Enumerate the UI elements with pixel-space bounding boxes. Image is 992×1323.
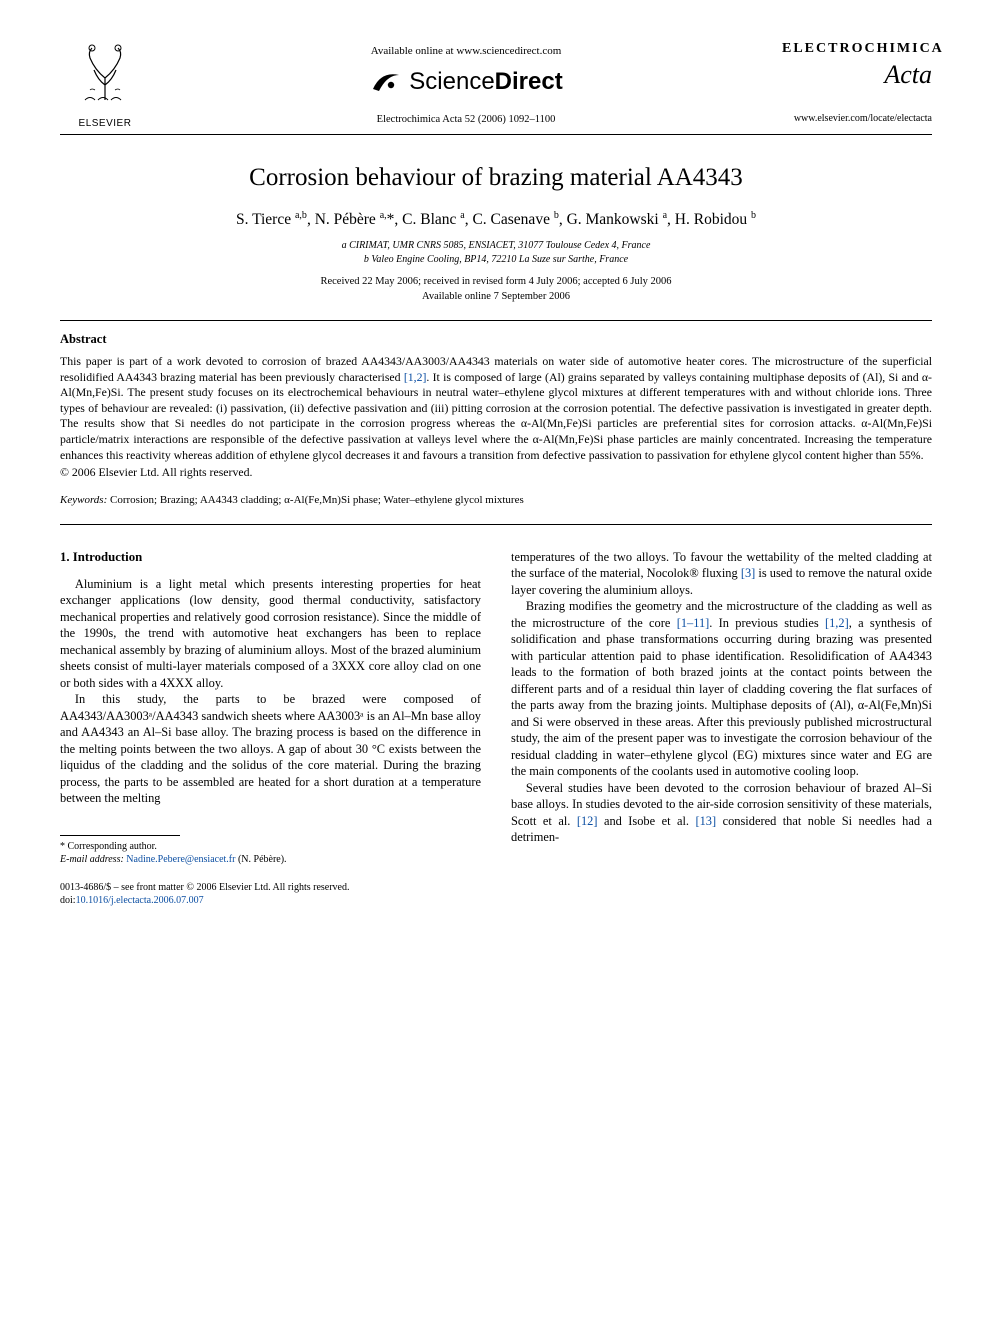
abstract-bottom-rule <box>60 524 932 525</box>
affiliation-a: a CIRIMAT, UMR CNRS 5085, ENSIACET, 3107… <box>60 239 932 253</box>
abstract-top-rule <box>60 320 932 321</box>
body-columns: 1. Introduction Aluminium is a light met… <box>60 549 932 908</box>
right-para-3: Several studies have been devoted to the… <box>511 780 932 846</box>
intro-para-2: In this study, the parts to be brazed we… <box>60 691 481 807</box>
received-line: Received 22 May 2006; received in revise… <box>60 275 932 290</box>
ref-link-12[interactable]: [12] <box>577 814 598 828</box>
keywords-line: Keywords: Corrosion; Brazing; AA4343 cla… <box>60 493 932 508</box>
keywords-text: Corrosion; Brazing; AA4343 cladding; α-A… <box>107 494 524 506</box>
publisher-header: ELSEVIER Available online at www.science… <box>60 40 932 130</box>
corresponding-author-footnote: * Corresponding author. E-mail address: … <box>60 840 481 867</box>
section-heading-introduction: 1. Introduction <box>60 549 481 566</box>
copyright-line: © 2006 Elsevier Ltd. All rights reserved… <box>60 465 932 481</box>
email-tail: (N. Pébère). <box>235 854 286 865</box>
left-column: 1. Introduction Aluminium is a light met… <box>60 549 481 908</box>
front-matter-line: 0013-4686/$ – see front matter © 2006 El… <box>60 881 481 895</box>
elsevier-logo-block: ELSEVIER <box>60 40 150 130</box>
available-online-date: Available online 7 September 2006 <box>60 290 932 305</box>
intro-para-1: Aluminium is a light metal which present… <box>60 576 481 692</box>
author-list: S. Tierce a,b, N. Pébère a,*, C. Blanc a… <box>60 209 932 231</box>
doi-line: doi:10.1016/j.electacta.2006.07.007 <box>60 894 481 908</box>
keywords-label: Keywords: <box>60 494 107 506</box>
header-right: ELECTROCHIMICA Acta www.elsevier.com/loc… <box>782 40 932 125</box>
journal-locate-url: www.elsevier.com/locate/electacta <box>782 112 932 126</box>
author-email-link[interactable]: Nadine.Pebere@ensiacet.fr <box>126 854 235 865</box>
email-line: E-mail address: Nadine.Pebere@ensiacet.f… <box>60 853 481 867</box>
elsevier-tree-icon <box>70 40 140 110</box>
sciencedirect-wordmark: ScienceDirect <box>409 66 562 98</box>
right-column: temperatures of the two alloys. To favou… <box>511 549 932 908</box>
doi-link[interactable]: 10.1016/j.electacta.2006.07.007 <box>76 895 204 906</box>
ref-link-13[interactable]: [13] <box>695 814 716 828</box>
article-title: Corrosion behaviour of brazing material … <box>60 161 932 195</box>
right-para-2: Brazing modifies the geometry and the mi… <box>511 598 932 780</box>
elsevier-label: ELSEVIER <box>60 117 150 131</box>
affiliation-b: b Valeo Engine Cooling, BP14, 72210 La S… <box>60 253 932 267</box>
ref-link-3[interactable]: [3] <box>741 566 755 580</box>
article-dates: Received 22 May 2006; received in revise… <box>60 275 932 304</box>
available-online-line: Available online at www.sciencedirect.co… <box>150 44 782 59</box>
ref-link-1-2[interactable]: [1,2] <box>825 616 849 630</box>
email-label: E-mail address: <box>60 854 126 865</box>
corresponding-author-line: * Corresponding author. <box>60 840 481 854</box>
footer-block: 0013-4686/$ – see front matter © 2006 El… <box>60 881 481 908</box>
ref-link-1-11[interactable]: [1–11] <box>677 616 710 630</box>
header-center: Available online at www.sciencedirect.co… <box>150 40 782 127</box>
ref-link-1-2-abs[interactable]: [1,2] <box>404 370 427 384</box>
header-rule <box>60 134 932 135</box>
journal-logo-line2: Acta <box>782 57 932 92</box>
right-para-1: temperatures of the two alloys. To favou… <box>511 549 932 599</box>
abstract-body: This paper is part of a work devoted to … <box>60 354 932 463</box>
abstract-heading: Abstract <box>60 331 932 348</box>
footnote-rule <box>60 835 180 836</box>
sciencedirect-logo: ScienceDirect <box>369 65 562 99</box>
sciencedirect-swoosh-icon <box>369 65 403 99</box>
journal-reference: Electrochimica Acta 52 (2006) 1092–1100 <box>150 113 782 127</box>
